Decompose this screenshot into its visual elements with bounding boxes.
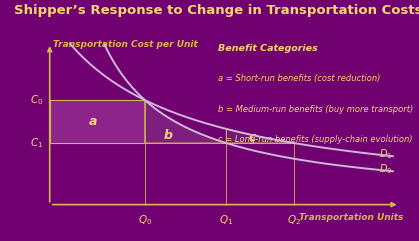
Text: a = Short-run benefits (cost reduction): a = Short-run benefits (cost reduction) [218,74,380,83]
Polygon shape [145,100,226,143]
Text: Transportation Cost per Unit: Transportation Cost per Unit [53,40,198,49]
Text: $D_0$: $D_0$ [379,162,393,176]
Text: b = Medium-run benefits (buy more transport): b = Medium-run benefits (buy more transp… [218,105,413,114]
Text: $Q_0$: $Q_0$ [138,213,152,227]
Text: $C_0$: $C_0$ [30,93,43,107]
Text: Shipper’s Response to Change in Transportation Costs: Shipper’s Response to Change in Transpor… [14,4,419,17]
Polygon shape [226,129,294,143]
Text: c = Long-run benefits (supply-chain evolution): c = Long-run benefits (supply-chain evol… [218,135,412,144]
Text: Benefit Categories: Benefit Categories [218,44,318,53]
Polygon shape [50,100,145,143]
Text: a: a [88,115,97,128]
Text: $Q_1$: $Q_1$ [219,213,233,227]
Text: b: b [163,129,172,142]
Text: $D_1$: $D_1$ [379,147,392,161]
Text: c: c [248,131,256,144]
Text: $Q_2$: $Q_2$ [287,213,301,227]
Text: $C_1$: $C_1$ [30,136,43,150]
Text: Transportation Units: Transportation Units [299,213,403,222]
